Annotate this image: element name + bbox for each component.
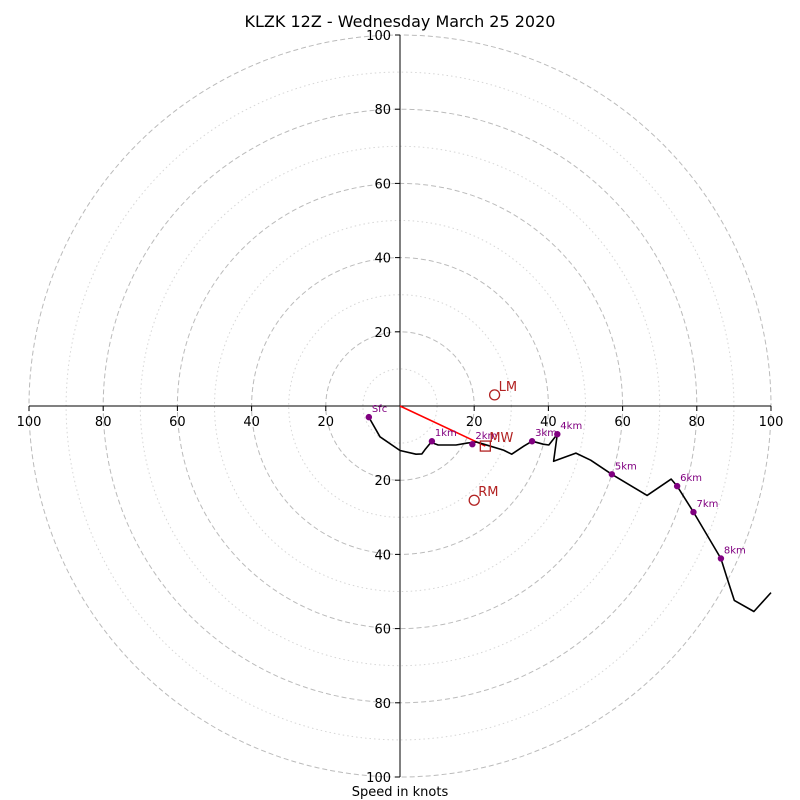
height-dot-6km [673, 482, 681, 490]
x-tick-label: 40 [243, 415, 260, 430]
y-tick-label: 60 [374, 177, 391, 192]
height-label-5km: 5km [615, 461, 637, 472]
height-label-sfc: Sfc [372, 404, 387, 415]
height-label-1km: 1km [435, 428, 457, 439]
height-dot-sfc [365, 413, 373, 421]
height-dot-5km [608, 471, 616, 478]
y-tick-label: 40 [374, 252, 391, 267]
storm-motion-lm-marker [488, 389, 501, 401]
y-tick-label: 80 [374, 103, 391, 118]
y-tick-label: 100 [366, 771, 391, 786]
x-tick-label: 80 [95, 415, 112, 430]
y-tick-label: 20 [374, 326, 391, 341]
x-axis-label: Speed in knots [352, 785, 449, 800]
x-tick-label: 20 [466, 415, 483, 430]
height-label-7km: 7km [696, 499, 718, 510]
storm-motion-rm-label: RM [478, 485, 498, 500]
height-dot-7km [690, 508, 697, 516]
y-tick-label: 60 [374, 623, 391, 638]
x-tick-label: 100 [17, 415, 42, 430]
storm-motion-mw-label: MW [489, 431, 513, 446]
hodograph-line [368, 416, 772, 613]
storm-motion-lm-label: LM [499, 380, 517, 395]
height-label-6km: 6km [680, 473, 702, 484]
height-dot-1km [428, 438, 436, 445]
y-tick-labels: 100 80 60 40 20 20 40 60 80 100 [366, 29, 400, 786]
y-tick-label: 20 [374, 474, 391, 489]
height-label-4km: 4km [560, 421, 582, 432]
x-tick-label: 60 [614, 415, 631, 430]
height-label-3km: 3km [535, 428, 557, 439]
storm-motion-rm-marker [468, 494, 480, 506]
x-tick-label: 80 [689, 415, 706, 430]
x-tick-label: 60 [169, 415, 186, 430]
height-dot-8km [717, 555, 725, 562]
storm-motion-mw-marker [479, 440, 491, 452]
y-tick-label: 80 [374, 697, 391, 712]
y-tick-label: 40 [374, 548, 391, 563]
y-tick-label: 100 [366, 29, 391, 44]
chart-title: KLZK 12Z - Wednesday March 25 2020 [245, 12, 556, 31]
x-tick-label: 20 [318, 415, 335, 430]
x-tick-label: 40 [540, 415, 557, 430]
height-dot-4km [554, 430, 561, 438]
shear-vector-line [399, 405, 486, 447]
storm-motion-markers: LM MW RM [468, 380, 517, 506]
height-dot-2km [469, 441, 476, 448]
height-dot-3km [528, 438, 536, 445]
height-label-8km: 8km [724, 545, 746, 556]
x-tick-label: 100 [759, 415, 784, 430]
height-label-2km: 2km [475, 431, 497, 442]
hodograph-trace [368, 416, 772, 613]
shear-vector [399, 405, 486, 447]
